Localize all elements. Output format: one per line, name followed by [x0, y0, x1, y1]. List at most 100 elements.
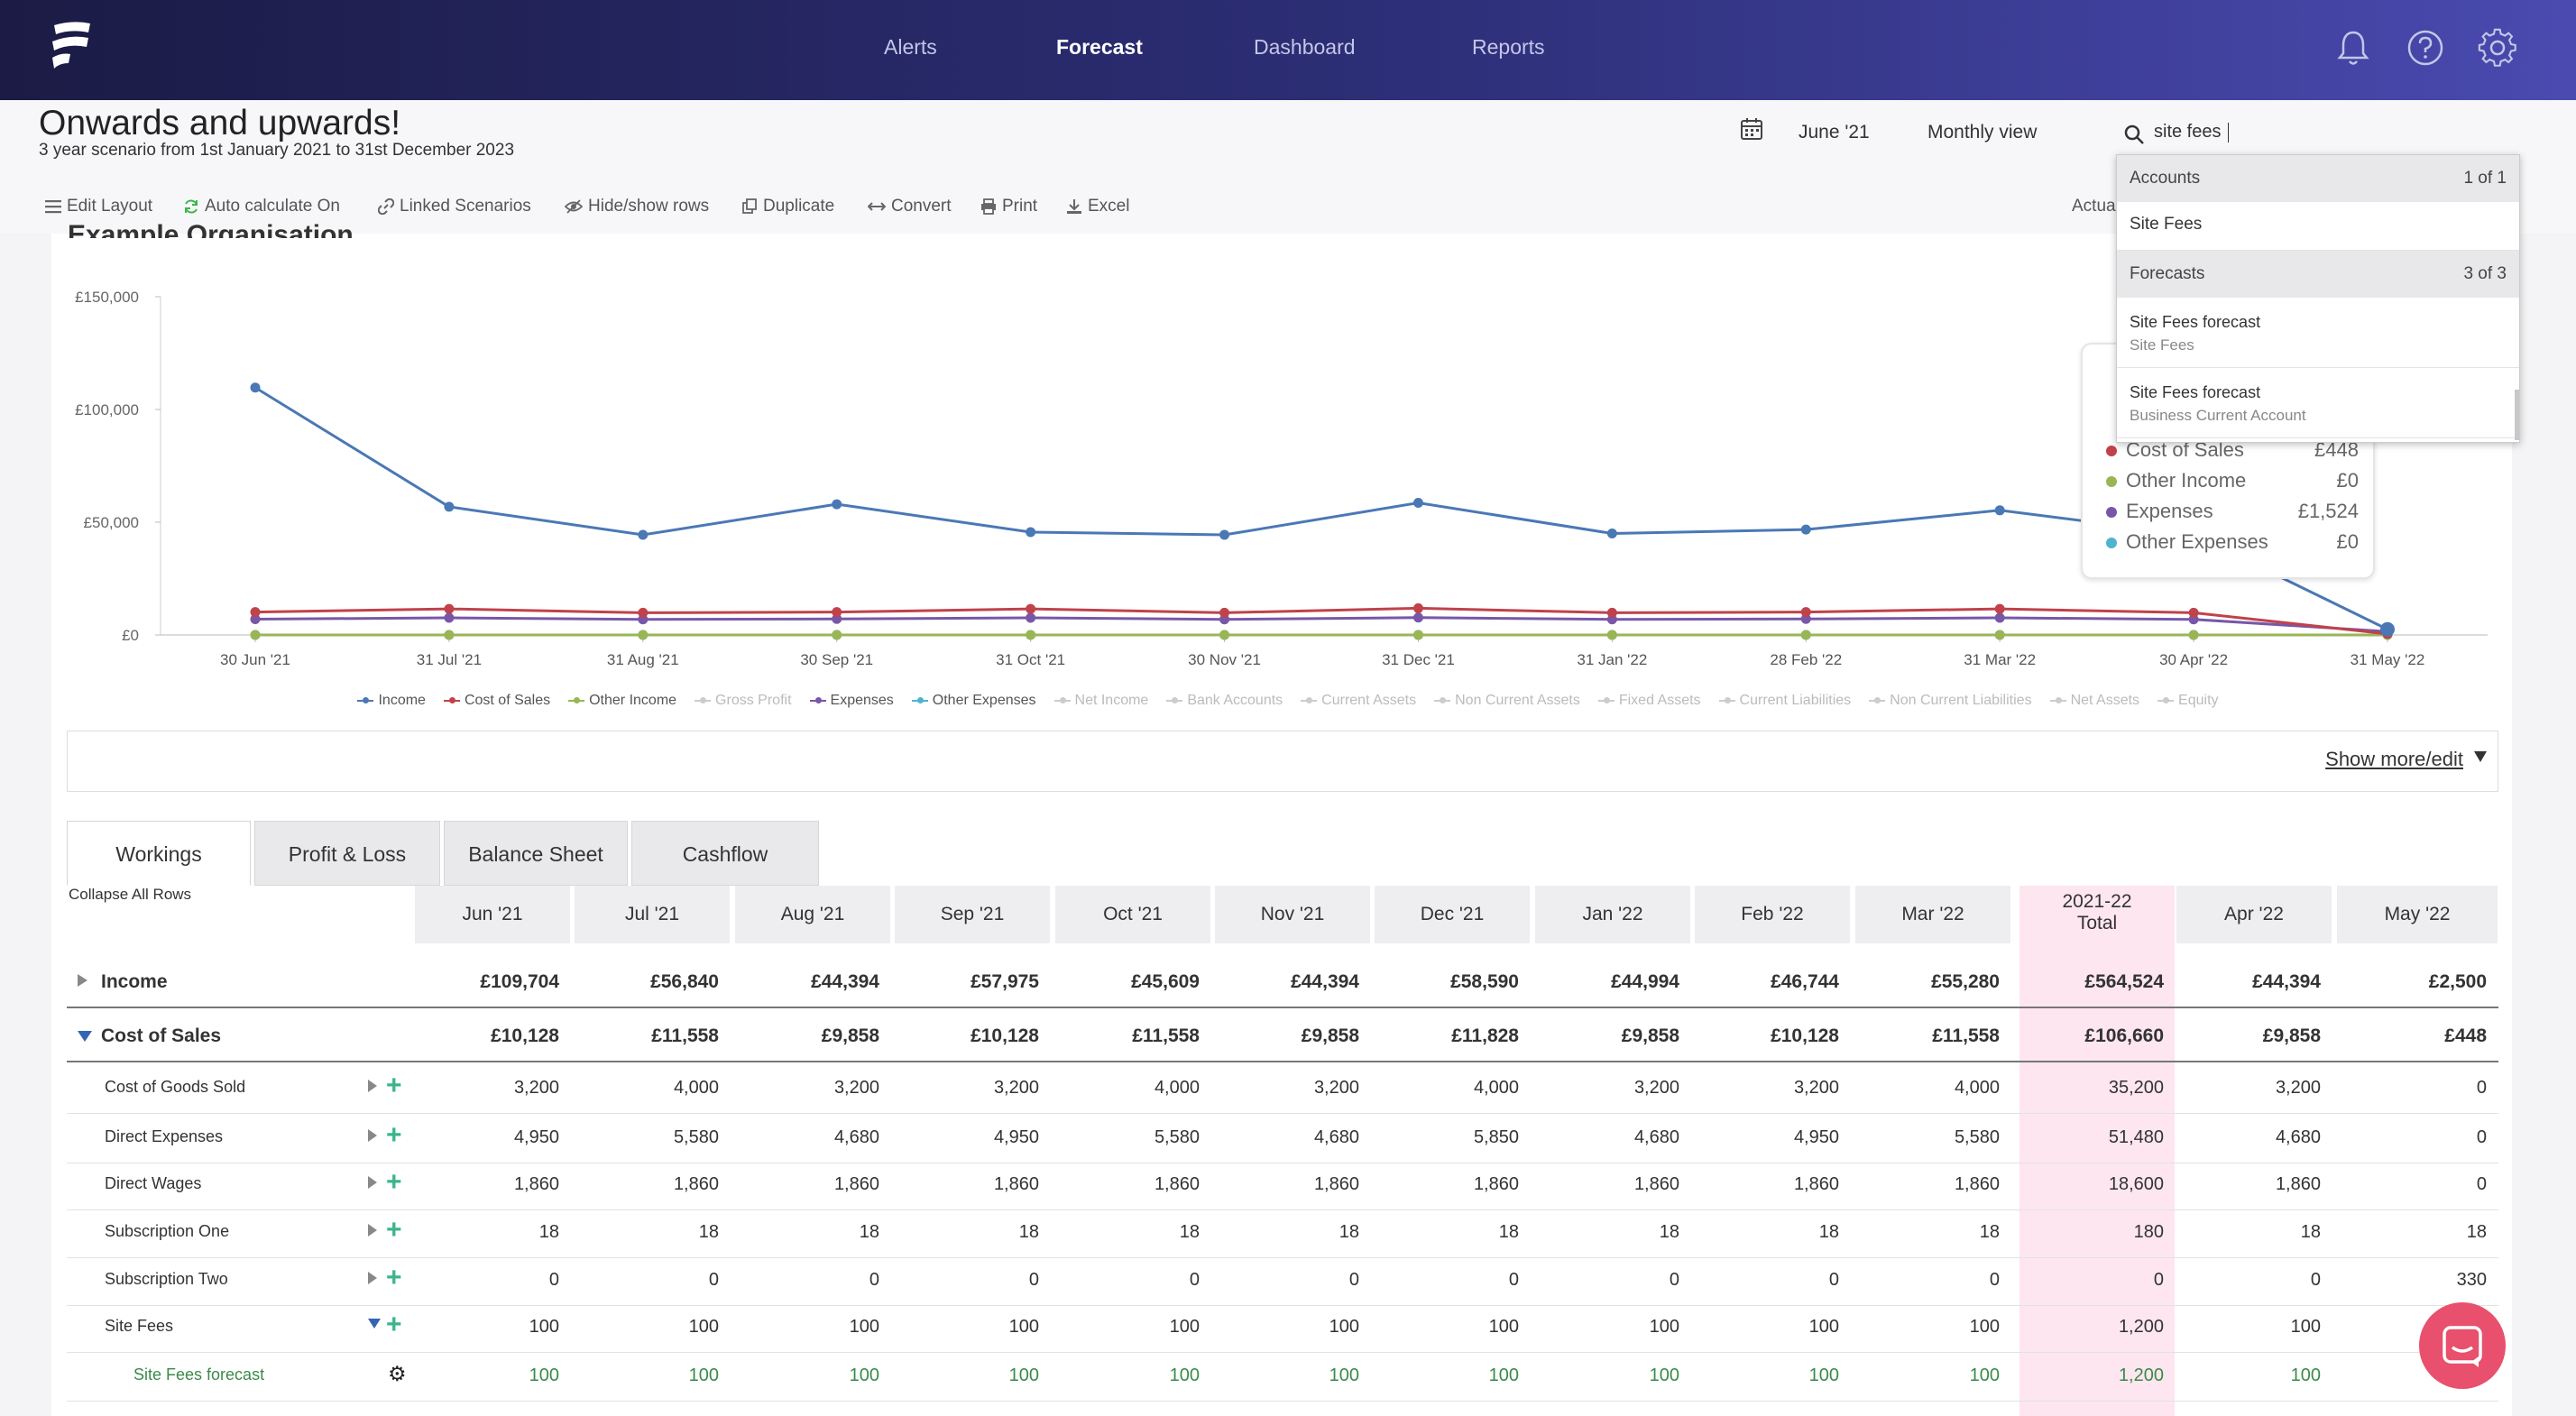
table-cell[interactable]: 18: [1339, 1222, 1359, 1242]
legend-item[interactable]: Gross Profit: [695, 693, 792, 709]
table-cell[interactable]: 3,200: [833, 1078, 879, 1098]
table-cell[interactable]: 4,000: [1154, 1078, 1200, 1098]
table-row[interactable]: Cost of Goods Sold +3,200 4,000 3,200 3,200 4…: [67, 1065, 2498, 1113]
table-cell[interactable]: £11,558: [1132, 1025, 1200, 1046]
data-point[interactable]: [1606, 607, 1617, 618]
table-cell[interactable]: 18: [1979, 1222, 2000, 1242]
calendar-icon[interactable]: [1740, 117, 1763, 141]
data-point[interactable]: [1219, 607, 1230, 618]
expand-arrow-icon[interactable]: [368, 1176, 377, 1189]
table-cell[interactable]: 4,680: [1313, 1127, 1359, 1147]
legend-item[interactable]: Other Income: [568, 693, 676, 709]
data-point[interactable]: [1800, 524, 1811, 535]
table-cell[interactable]: 5,580: [673, 1127, 719, 1147]
data-point[interactable]: [1994, 612, 2005, 623]
excel-button[interactable]: Excel: [1066, 197, 1129, 216]
data-point[interactable]: [1412, 630, 1423, 640]
table-cell[interactable]: 100: [1488, 1317, 1519, 1337]
auto-calculate-toggle[interactable]: Auto calculate On: [183, 197, 340, 216]
table-cell[interactable]: 0: [548, 1270, 559, 1290]
expand-arrow-icon[interactable]: [368, 1272, 377, 1284]
legend-item[interactable]: Net Assets: [2049, 693, 2139, 709]
table-cell[interactable]: 4,000: [673, 1078, 719, 1098]
table-cell[interactable]: 4,950: [513, 1127, 559, 1147]
table-cell[interactable]: 100: [849, 1317, 879, 1337]
collapse-arrow-icon[interactable]: [368, 1319, 381, 1329]
legend-item[interactable]: Current Liabilities: [1718, 693, 1851, 709]
search-result-account[interactable]: Site Fees: [2117, 202, 2519, 251]
table-cell[interactable]: £44,994: [1611, 971, 1679, 992]
table-cell[interactable]: 0: [1508, 1270, 1519, 1290]
table-cell[interactable]: 0: [2476, 1174, 2487, 1194]
table-cell[interactable]: 1,860: [1793, 1174, 1839, 1194]
table-cell[interactable]: 100: [1329, 1317, 1359, 1337]
table-cell[interactable]: 3,200: [1313, 1078, 1359, 1098]
expand-arrow-icon[interactable]: [78, 974, 87, 987]
tab-balance-sheet[interactable]: Balance Sheet: [444, 821, 628, 886]
table-cell[interactable]: £44,394: [2252, 971, 2321, 992]
data-point[interactable]: [2380, 621, 2395, 637]
table-cell[interactable]: 5,580: [1154, 1127, 1200, 1147]
table-cell[interactable]: 1,200: [2118, 1365, 2164, 1385]
table-cell[interactable]: 4,680: [833, 1127, 879, 1147]
caret-down-icon[interactable]: [2474, 751, 2487, 762]
table-cell[interactable]: 18: [1818, 1222, 1839, 1242]
table-cell[interactable]: 0: [1989, 1270, 2000, 1290]
table-row[interactable]: Subscription One +18 18 18 18 18 18 18 18 18 18 180…: [67, 1209, 2498, 1257]
convert-button[interactable]: Convert: [868, 197, 952, 216]
table-cell[interactable]: 0: [1669, 1270, 1679, 1290]
data-point[interactable]: [832, 607, 842, 618]
add-forecast-icon[interactable]: +: [386, 1167, 402, 1197]
expand-arrow-icon[interactable]: [368, 1129, 377, 1142]
search-result-forecast[interactable]: Site Fees forecast Business Current Acco…: [2117, 368, 2519, 438]
table-cell[interactable]: 1,860: [513, 1174, 559, 1194]
table-cell[interactable]: £55,280: [1931, 971, 2000, 992]
table-cell[interactable]: 0: [2476, 1078, 2487, 1098]
table-cell[interactable]: 0: [1028, 1270, 1039, 1290]
linked-scenarios-button[interactable]: Linked Scenarios: [378, 197, 531, 216]
table-cell[interactable]: £44,394: [1291, 971, 1359, 992]
data-point[interactable]: [444, 501, 455, 512]
data-point[interactable]: [1606, 529, 1617, 539]
data-point[interactable]: [250, 382, 261, 393]
data-point[interactable]: [1994, 630, 2005, 640]
actuals-toggle[interactable]: Actua: [2072, 197, 2116, 216]
nav-reports[interactable]: Reports: [1472, 35, 1545, 59]
table-cell[interactable]: 4,950: [1793, 1127, 1839, 1147]
table-cell[interactable]: 100: [849, 1365, 879, 1385]
table-cell[interactable]: 0: [2310, 1270, 2321, 1290]
table-cell[interactable]: 1,860: [1154, 1174, 1200, 1194]
add-forecast-icon[interactable]: +: [386, 1071, 402, 1100]
table-cell[interactable]: £564,524: [2084, 971, 2164, 992]
table-cell[interactable]: 1,860: [993, 1174, 1039, 1194]
data-point[interactable]: [250, 630, 261, 640]
table-cell[interactable]: 100: [1488, 1365, 1519, 1385]
legend-item[interactable]: Net Income: [1053, 693, 1148, 709]
table-row[interactable]: Site Fees +100 100 100 100 100 100 100 100 100 100…: [67, 1304, 2498, 1352]
table-cell[interactable]: 18: [1659, 1222, 1679, 1242]
data-point[interactable]: [638, 529, 649, 540]
table-cell[interactable]: £58,590: [1450, 971, 1519, 992]
table-cell[interactable]: 18: [538, 1222, 559, 1242]
search-input[interactable]: site fees: [2154, 122, 2222, 142]
data-point[interactable]: [1026, 612, 1036, 623]
table-cell[interactable]: 1,860: [1473, 1174, 1519, 1194]
data-point[interactable]: [1219, 630, 1230, 640]
table-cell[interactable]: 100: [1169, 1365, 1200, 1385]
search-result-forecast[interactable]: Site Fees forecast Site Fees: [2117, 298, 2519, 368]
table-row[interactable]: Site Fees forecast ⚙ 100 100 100 100 100 100 100…: [67, 1353, 2498, 1401]
data-point[interactable]: [1412, 498, 1423, 509]
expand-arrow-icon[interactable]: [368, 1224, 377, 1237]
legend-item[interactable]: Fixed Assets: [1597, 693, 1701, 709]
table-cell[interactable]: 180: [2133, 1222, 2164, 1242]
tab-profit-loss[interactable]: Profit & Loss: [254, 821, 440, 886]
table-cell[interactable]: 100: [2290, 1365, 2321, 1385]
table-cell[interactable]: 1,860: [2275, 1174, 2321, 1194]
table-cell[interactable]: 100: [688, 1317, 719, 1337]
data-point[interactable]: [1800, 613, 1811, 624]
legend-item[interactable]: Bank Accounts: [1166, 693, 1283, 709]
data-point[interactable]: [638, 630, 649, 640]
table-cell[interactable]: 18: [859, 1222, 879, 1242]
table-cell[interactable]: £448: [2444, 1025, 2487, 1046]
print-button[interactable]: Print: [980, 197, 1037, 216]
